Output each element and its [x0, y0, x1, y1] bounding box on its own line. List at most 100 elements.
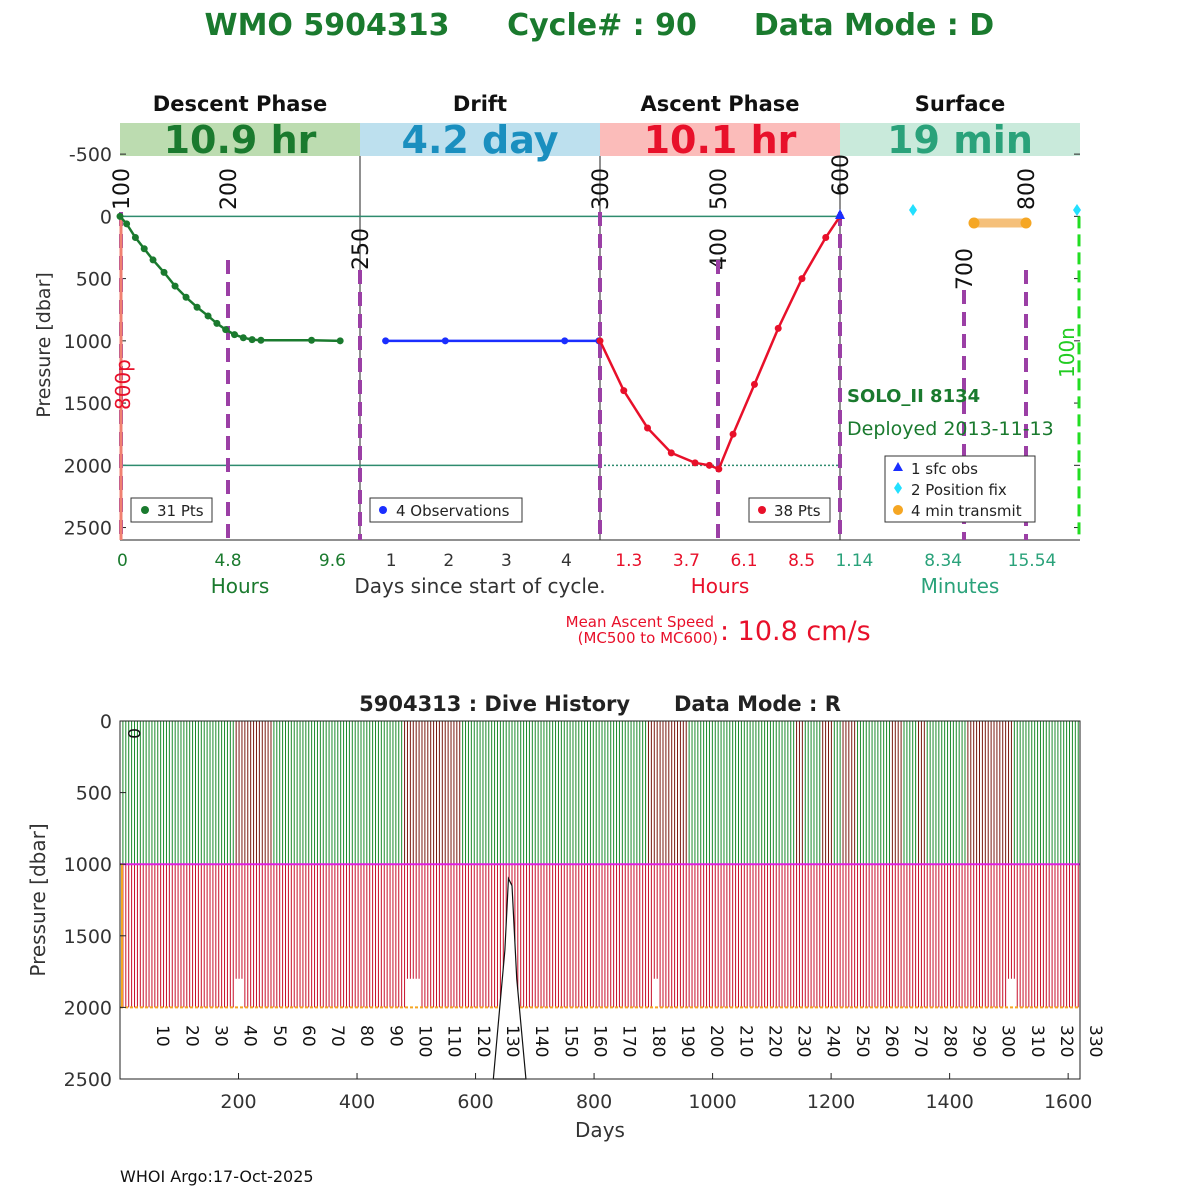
top-labels: Pressure [dbar] SOLO_II 8134 Deployed 20…: [33, 272, 1079, 647]
data-point: [441, 337, 449, 345]
data-point: [382, 337, 390, 345]
top-y-axis-label: Pressure [dbar]: [33, 272, 55, 418]
float-name-label: SOLO_II 8134: [847, 386, 980, 407]
x-tick-label: 3.7: [673, 551, 700, 571]
top-chart: WMO 5904313 Cycle# : 90 Data Mode : D De…: [33, 8, 1081, 647]
cycle-tick-label: 240: [823, 1025, 843, 1057]
cycle-tick-label: 150: [560, 1025, 580, 1057]
y-tick-label: 2500: [64, 518, 112, 540]
mission-code-label: 100: [110, 168, 135, 210]
x-tick-label: 6.1: [730, 551, 757, 571]
cycle-tick-label: 60: [298, 1025, 318, 1047]
y-tick-label: 500: [76, 269, 112, 291]
data-point: [213, 319, 221, 327]
data-point: [822, 234, 830, 242]
x-tick-label: 0: [117, 551, 128, 571]
cycle-tick-label: 70: [327, 1025, 347, 1047]
phase-duration: 10.1 hr: [644, 118, 797, 162]
y-tick-label: 1000: [64, 854, 112, 876]
cycle-tick-label: 160: [589, 1025, 609, 1057]
x-segment-label: Days since start of cycle.: [354, 574, 605, 598]
phase-name: Surface: [915, 92, 1005, 116]
cycle-tick-label: 10: [152, 1025, 172, 1047]
cycle-tick-label: 200: [706, 1025, 726, 1057]
cycle-tick-label: 130: [502, 1025, 522, 1057]
phase-band: [600, 123, 840, 156]
mission-code-label: 500: [707, 168, 732, 210]
data-point: [204, 312, 212, 320]
cycle-tick-label: 300: [998, 1025, 1018, 1057]
mission-code-label: 700: [953, 248, 978, 290]
data-point: [222, 326, 230, 334]
x-tick-label: 4.8: [214, 551, 241, 571]
y-tick-label: 0: [100, 206, 112, 228]
phase-duration: 4.2 day: [402, 118, 559, 162]
cycle-tick-label: 90: [385, 1025, 405, 1047]
x-tick-label: 600: [457, 1091, 493, 1113]
mission-code-label: 600: [829, 154, 854, 196]
data-point: [308, 336, 316, 344]
legend-ascent-label: 38 Pts: [774, 502, 821, 520]
data-point: [171, 282, 179, 290]
x-tick-label: 1400: [925, 1091, 973, 1113]
chart-title-mode: Data Mode : D: [754, 8, 994, 43]
bottom-axes: 0 10 20 30 40 50 60 70 80 90 100 110 120 130 140 150 160…: [64, 711, 1105, 1113]
cycle-tick-label: 290: [969, 1025, 989, 1057]
footer-credit: WHOI Argo:17-Oct-2025: [120, 1167, 314, 1186]
cycle-tick-label: 220: [764, 1025, 784, 1057]
x-tick-label: 9.6: [319, 551, 346, 571]
x-tick-label: 1000: [688, 1091, 736, 1113]
cycle-tick-label: 260: [881, 1025, 901, 1057]
phase-band: [840, 123, 1080, 156]
data-point: [644, 424, 652, 432]
y-tick-label: 1000: [64, 331, 112, 353]
cycle-tick-label: 280: [939, 1025, 959, 1057]
cycle-tick-label: 110: [444, 1025, 464, 1057]
cycle-tick-label: 210: [735, 1025, 755, 1057]
y-tick-label: 2000: [64, 455, 112, 477]
cycle-tick-label: 190: [677, 1025, 697, 1057]
data-point: [149, 256, 157, 264]
x-tick-label: 1.14: [835, 551, 873, 571]
cycle-tick-label: 20: [181, 1025, 201, 1047]
bottom-y-axis-label: Pressure [dbar]: [26, 823, 50, 976]
x-tick-label: 3: [501, 551, 512, 571]
data-point: [705, 461, 713, 469]
data-point: [131, 234, 139, 242]
x-tick-label: 8.34: [924, 551, 962, 571]
data-point: [596, 337, 604, 345]
x-tick-label: 200: [220, 1091, 256, 1113]
legend-descent: 31 Pts: [130, 497, 213, 523]
y-tick-label: 2000: [64, 997, 112, 1019]
y-tick-label: 500: [76, 783, 112, 805]
cycle-tick-label: 50: [269, 1025, 289, 1047]
surface-obs-point: [835, 209, 845, 219]
data-point: [774, 324, 782, 332]
cycle-tick-label: 120: [473, 1025, 493, 1057]
series-line-descent: [119, 215, 341, 343]
cycle-tick-label: 270: [910, 1025, 930, 1057]
legend-surface-obs: 1 sfc obs: [911, 460, 978, 478]
data-point: [193, 303, 201, 311]
ascent-speed-label-1: Mean Ascent Speed: [566, 613, 714, 631]
cycle-tick-label: 170: [619, 1025, 639, 1057]
data-point: [715, 465, 723, 473]
side-label-right: 100n: [1055, 327, 1079, 378]
y-tick-label: 0: [100, 711, 112, 733]
data-point: [230, 331, 238, 339]
data-point: [160, 268, 168, 276]
x-tick-label: 400: [339, 1091, 375, 1113]
phase-name: Ascent Phase: [641, 92, 800, 116]
cycle-tick-label: 80: [356, 1025, 376, 1047]
phase-name: Descent Phase: [153, 92, 327, 116]
legend-drift-label: 4 Observations: [396, 502, 510, 520]
bottom-frame: [119, 720, 1081, 1080]
data-point: [140, 245, 148, 253]
legend-position-fix: 2 Position fix: [911, 481, 1007, 499]
data-point: [620, 387, 628, 395]
chart-title-cycle: Cycle# : 90: [507, 8, 697, 43]
phase-duration: 19 min: [887, 118, 1033, 162]
